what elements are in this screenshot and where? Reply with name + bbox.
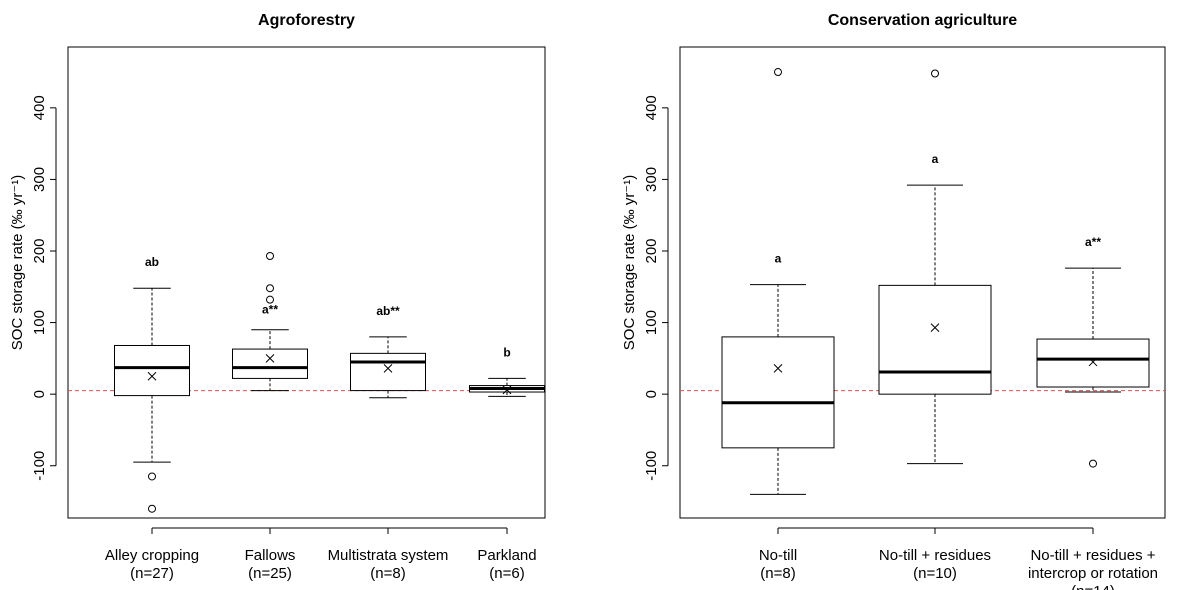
x-tick-label: (n=25) xyxy=(248,565,292,582)
box xyxy=(721,336,835,449)
mean-marker xyxy=(930,323,940,332)
panel-title: Agroforestry xyxy=(258,12,355,29)
x-tick-label: Alley cropping xyxy=(105,547,199,564)
mean-marker xyxy=(502,385,512,395)
y-tick-label: 200 xyxy=(31,238,48,263)
panel-title: Conservation agriculture xyxy=(828,12,1017,29)
outlier xyxy=(148,472,156,481)
outlier xyxy=(774,68,782,77)
y-tick-label: 100 xyxy=(31,310,48,335)
outlier xyxy=(266,252,274,261)
outlier xyxy=(148,504,156,513)
x-tick-label: (n=8) xyxy=(370,565,405,582)
box xyxy=(350,352,426,392)
y-tick-label: -100 xyxy=(643,451,660,481)
y-tick-label: 200 xyxy=(643,238,660,263)
mean-marker xyxy=(265,354,275,363)
mean-marker xyxy=(773,364,783,373)
significance-letter: a xyxy=(932,152,939,166)
y-axis-label: SOC storage rate (‰ yr⁻¹) xyxy=(621,175,638,350)
x-tick-label: No-till + residues xyxy=(879,547,991,564)
box xyxy=(114,344,190,397)
y-tick-label: 300 xyxy=(31,167,48,192)
y-tick-label: 0 xyxy=(31,390,48,398)
plot-frame xyxy=(67,46,546,519)
x-tick-label: (n=10) xyxy=(913,565,957,582)
x-tick-label: intercrop or rotation xyxy=(1028,565,1158,582)
x-tick-label: No-till xyxy=(759,547,797,564)
significance-letter: a xyxy=(775,252,782,266)
significance-letter: ab** xyxy=(376,304,400,318)
box xyxy=(878,284,992,395)
x-tick-label: (n=6) xyxy=(489,565,524,582)
box xyxy=(1036,338,1150,388)
y-tick-label: 300 xyxy=(643,167,660,192)
outlier xyxy=(931,69,939,78)
y-tick-label: 400 xyxy=(31,95,48,120)
y-tick-label: 400 xyxy=(643,95,660,120)
box xyxy=(232,348,308,379)
y-axis-label: SOC storage rate (‰ yr⁻¹) xyxy=(9,175,26,350)
outlier xyxy=(1089,459,1097,468)
x-tick-label: (n=27) xyxy=(130,565,174,582)
outlier xyxy=(266,284,274,293)
x-tick-label: Multistrata system xyxy=(328,547,449,564)
x-tick-label: (n=8) xyxy=(760,565,795,582)
mean-marker xyxy=(383,364,393,373)
outlier xyxy=(266,295,274,304)
significance-letter: b xyxy=(503,345,510,359)
x-tick-label: No-till + residues + xyxy=(1030,547,1155,564)
significance-letter: a** xyxy=(262,303,278,317)
mean-marker xyxy=(1088,357,1098,367)
significance-letter: a** xyxy=(1085,235,1101,249)
y-tick-label: 100 xyxy=(643,310,660,335)
x-tick-label: (n=14) xyxy=(1071,583,1115,590)
y-tick-label: -100 xyxy=(31,451,48,481)
x-tick-label: Fallows xyxy=(245,547,296,564)
significance-letter: ab xyxy=(145,255,159,269)
plot-frame xyxy=(679,46,1166,519)
x-tick-label: Parkland xyxy=(477,547,536,564)
mean-marker xyxy=(147,371,157,381)
y-tick-label: 0 xyxy=(643,390,660,398)
